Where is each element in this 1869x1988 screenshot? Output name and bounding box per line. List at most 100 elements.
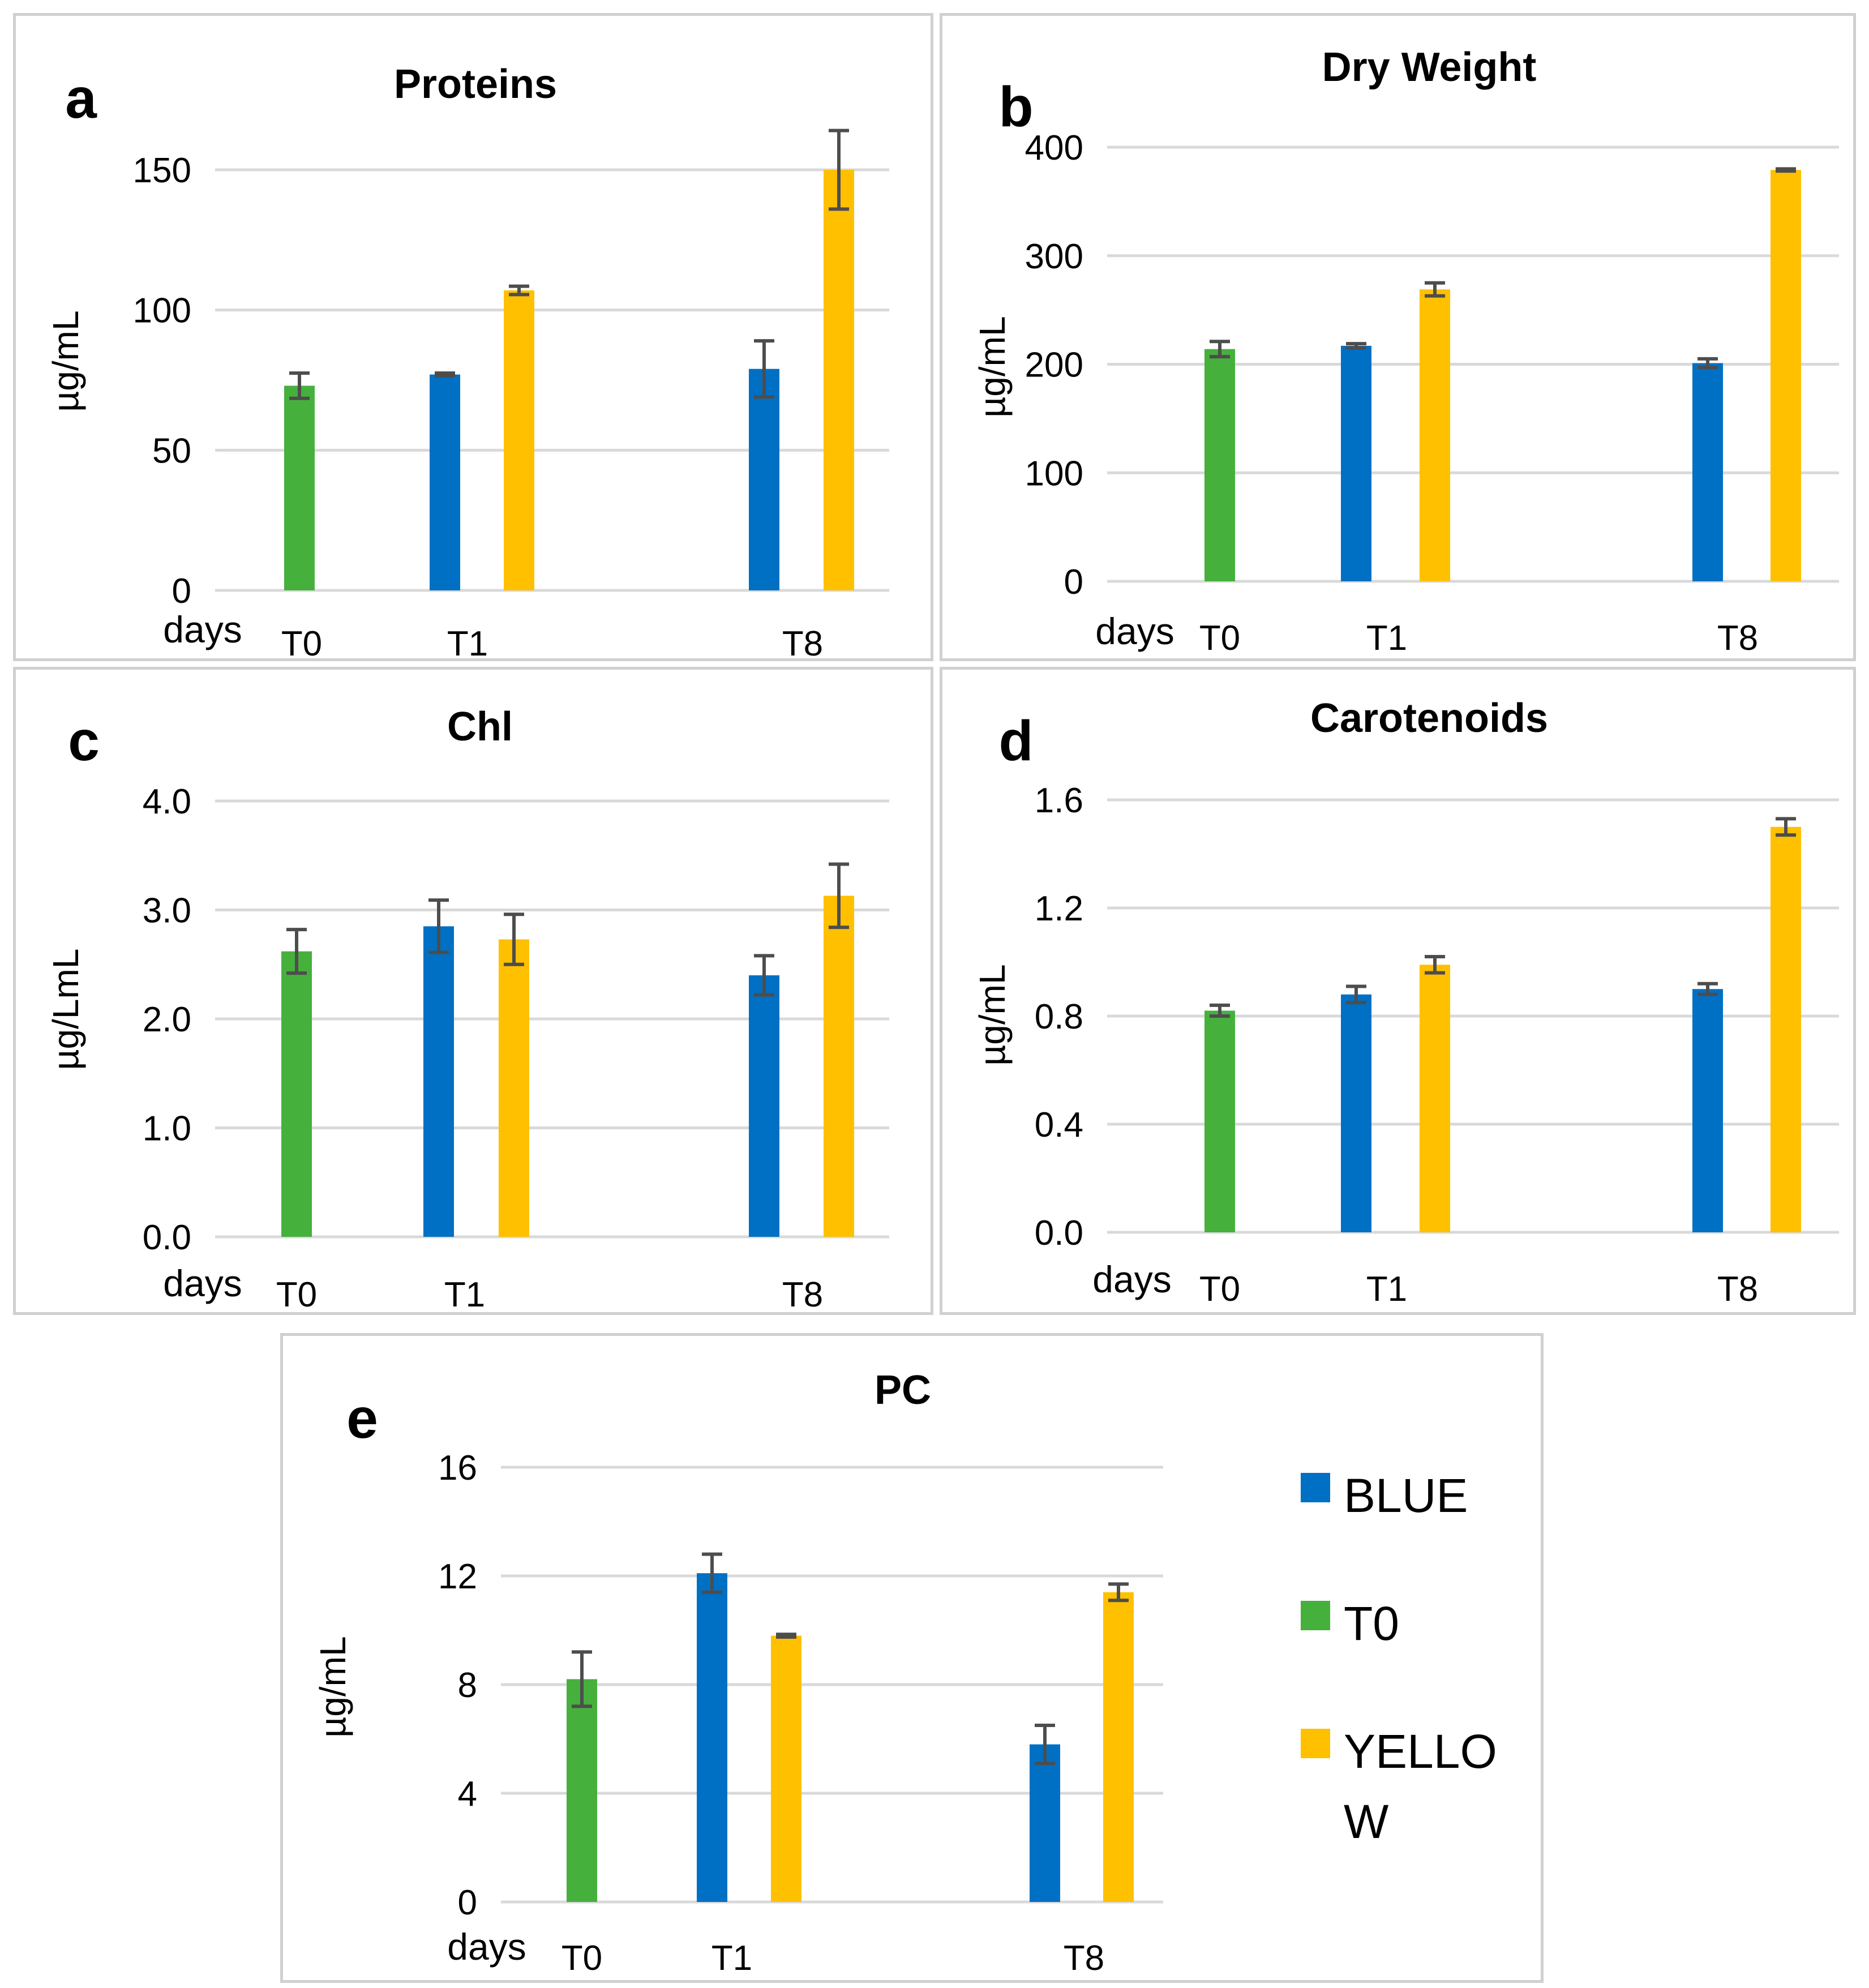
chart-svg-e: 0 4 8 12 16 T0 T1 T8 days µg/mL PC e [312,1368,1163,1978]
y-tick-label: 200 [1025,346,1083,385]
bar-yellow-t8 [824,170,854,590]
panel-d: 0.0 0.4 0.8 1.2 1.6 T0 T1 T8 days µg/mL Carotenoid… [940,667,1856,1315]
bar-yellow-t8 [824,896,854,1237]
y-tick-label: 100 [133,292,191,331]
y-axis-label: µg/mL [972,316,1013,417]
panel-letter: e [346,1387,378,1450]
x-tick-label: T8 [782,1275,823,1312]
x-tick-label: T0 [1199,1270,1240,1309]
y-tick-label: 16 [438,1449,477,1488]
bar-yellow-t8 [1771,170,1801,582]
bar-yellow-t8 [1771,826,1801,1232]
bar-blue-t8 [1692,989,1723,1232]
x-tick-label: T8 [1064,1939,1104,1978]
y-tick-label: 1.6 [1035,781,1083,820]
y-tick-label: 12 [438,1557,477,1596]
x-axis-label: days [447,1926,526,1968]
legend-item-blue: BLUE [1301,1460,1531,1531]
x-tick-label: T1 [447,624,488,658]
chart-title: Dry Weight [1322,45,1537,90]
x-tick-label: T1 [1366,619,1407,658]
bar-blue-t1 [697,1573,727,1902]
y-tick-label: 0 [1064,563,1083,602]
chart-title: Proteins [394,62,557,107]
y-tick-label: 0.4 [1035,1106,1083,1145]
y-tick-label: 2.0 [143,1000,191,1039]
panel-e: 0 4 8 12 16 T0 T1 T8 days µg/mL PC e [280,1333,1544,1983]
y-tick-label: 0 [458,1883,477,1922]
bar-yellow-t1 [771,1635,801,1902]
y-tick-label: 150 [133,151,191,190]
x-tick-label: T0 [1199,619,1240,658]
y-tick-label: 400 [1025,128,1083,168]
chart-title: Chl [447,704,513,749]
y-tick-label: 1.0 [143,1109,191,1149]
bar-yellow-t8 [1103,1592,1134,1902]
panel-letter: c [68,709,100,773]
panel-letter: d [998,709,1033,773]
legend-item-yellow: YELLOW [1301,1716,1531,1857]
bar-yellow-t1 [1420,965,1450,1232]
x-axis-label: days [1095,610,1174,652]
x-tick-label: T0 [281,624,322,658]
x-axis-label: days [163,1262,242,1304]
bar-yellow-t1 [1420,289,1450,581]
bar-yellow-t1 [499,939,529,1237]
y-tick-label: 100 [1025,454,1083,493]
x-tick-label: T1 [444,1275,485,1312]
legend-label-t0: T0 [1344,1597,1400,1650]
chart-svg-c: 0.0 1.0 2.0 3.0 4.0 T0 T1 T8 days µg/LmL Chl c [45,704,889,1314]
bar-t0-t0 [567,1679,597,1902]
y-tick-label: 300 [1025,237,1083,276]
bar-blue-t1 [1341,345,1371,581]
panel-letter: b [998,75,1033,139]
y-tick-label: 0.8 [1035,997,1083,1036]
panel-b: 0 100 200 300 400 T0 T1 T8 days µg/mL Dry Weight b [940,13,1856,661]
bar-blue-t8 [1030,1744,1060,1902]
y-axis-label: µg/mL [312,1636,353,1737]
y-tick-label: 3.0 [143,892,191,931]
x-tick-label: T0 [276,1275,317,1312]
y-tick-label: 4.0 [143,782,191,821]
bar-blue-t1 [430,374,460,590]
bar-blue-t1 [1341,994,1371,1232]
bar-t0-t0 [1204,1010,1235,1232]
legend-swatch-blue [1301,1473,1330,1502]
bar-t0-t0 [281,951,312,1237]
x-axis-label: days [163,609,242,650]
x-tick-label: T8 [1717,1270,1758,1309]
legend-item-t0: T0 [1301,1588,1531,1659]
y-tick-label: 0.0 [1035,1214,1083,1253]
chart-title: Carotenoids [1310,696,1548,741]
x-tick-label: T8 [782,624,823,658]
x-tick-label: T1 [1366,1270,1407,1309]
bar-blue-t1 [423,926,454,1237]
chart-svg-a: 0 50 100 150 T0 T1 T8 days µg/mL Proteins a [45,62,889,663]
bar-blue-t8 [749,369,779,590]
bar-blue-t8 [1692,363,1723,581]
bar-t0-t0 [1204,349,1235,581]
y-tick-label: 1.2 [1035,889,1083,928]
y-tick-label: 50 [152,431,191,470]
x-axis-label: days [1092,1258,1171,1300]
panel-a: 0 50 100 150 T0 T1 T8 days µg/mL Proteins a [13,13,933,663]
legend-label-blue: BLUE [1344,1469,1468,1522]
chart-svg-b: 0 100 200 300 400 T0 T1 T8 days µg/mL Dry Weight b [972,45,1839,658]
y-axis-label: µg/mL [45,310,86,412]
x-tick-label: T1 [711,1939,752,1978]
y-tick-label: 4 [458,1775,477,1814]
legend-swatch-t0 [1301,1601,1330,1630]
y-tick-label: 0 [172,572,191,611]
bar-t0-t0 [284,385,315,590]
y-axis-label: µg/LmL [45,949,86,1070]
x-tick-label: T0 [561,1939,602,1978]
chart-title: PC [875,1368,931,1413]
y-tick-label: 8 [458,1666,477,1705]
legend-label-yellow: YELLOW [1344,1725,1497,1848]
bar-yellow-t1 [504,290,534,590]
x-tick-label: T8 [1717,619,1758,658]
y-tick-label: 0.0 [143,1218,191,1257]
panel-letter: a [65,67,97,130]
panel-c: 0.0 1.0 2.0 3.0 4.0 T0 T1 T8 days µg/LmL Chl c [13,667,933,1315]
bar-blue-t8 [749,975,779,1237]
